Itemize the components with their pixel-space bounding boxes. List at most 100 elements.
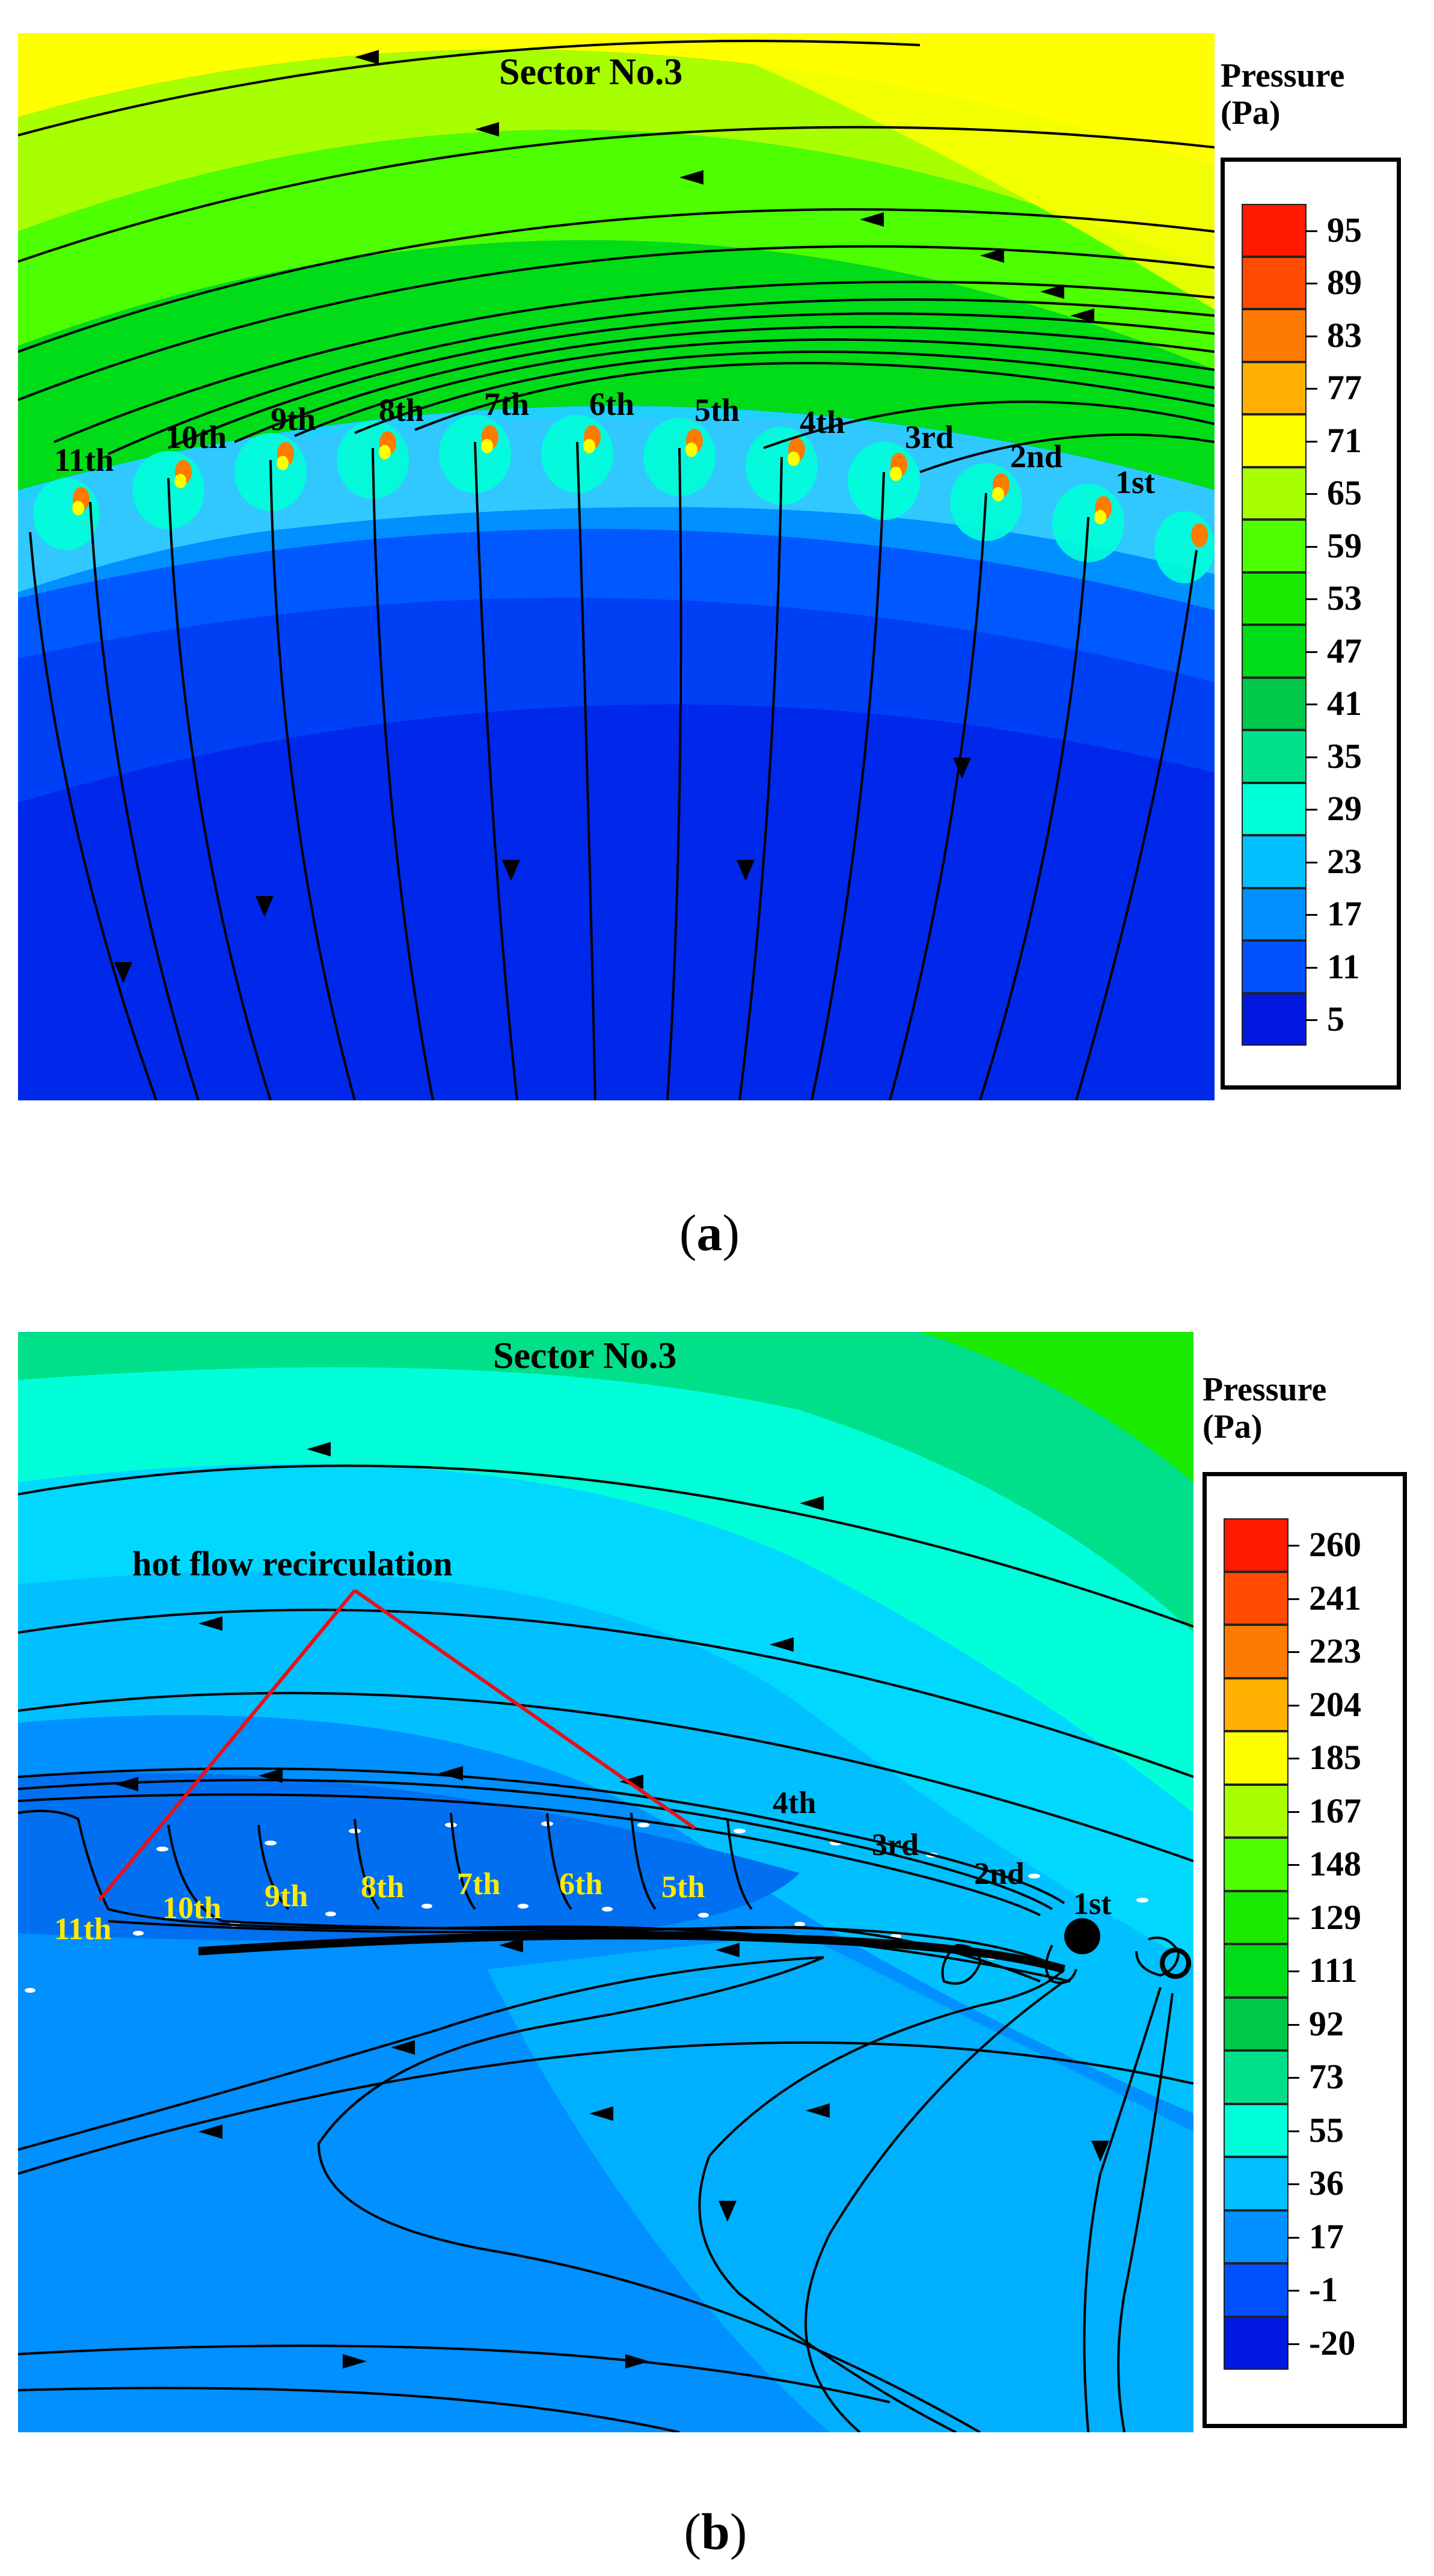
- ordinal-label: 9th: [265, 1879, 308, 1913]
- legend-level-label: 223: [1309, 1631, 1361, 1671]
- legend-swatch: [1242, 993, 1307, 1046]
- legend-level-label: 65: [1327, 473, 1362, 513]
- legend-tick: [1287, 1758, 1299, 1760]
- legend-level-label: 59: [1327, 526, 1362, 565]
- legend-swatch: [1242, 730, 1307, 783]
- legend-tick: [1287, 1970, 1299, 1973]
- legend-swatch: [1242, 467, 1307, 520]
- legend-b-title-line1: Pressure: [1203, 1371, 1327, 1408]
- legend-level-label: 83: [1327, 315, 1362, 355]
- legend-tick: [1305, 545, 1317, 548]
- legend-a-title-line1: Pressure: [1221, 57, 1345, 94]
- legend-swatch: [1224, 1944, 1288, 1998]
- ordinal-label: 4th: [773, 1786, 816, 1820]
- streamlines-b-recirc: [18, 1767, 1180, 2432]
- legend-swatch: [1224, 2157, 1288, 2210]
- legend-level-label: 47: [1327, 631, 1362, 670]
- legend-swatch: [1242, 572, 1307, 625]
- legend-tick: [1305, 598, 1317, 601]
- legend-level-label: 11: [1327, 946, 1360, 986]
- legend-swatch: [1242, 361, 1307, 414]
- legend-level-label: 129: [1309, 1897, 1361, 1937]
- ordinal-label: 5th: [694, 392, 740, 428]
- streamlines-a-arcs: [18, 40, 1215, 473]
- legend-swatch: [1242, 888, 1307, 940]
- legend-tick: [1305, 1019, 1317, 1022]
- annotation-lines-b: [97, 1589, 696, 1901]
- ordinal-label: 7th: [484, 386, 529, 422]
- legend-level-label: 260: [1309, 1525, 1361, 1565]
- legend-b-title: Pressure (Pa): [1203, 1371, 1326, 1446]
- legend-tick: [1287, 1917, 1299, 1919]
- legend-level-label: 89: [1327, 263, 1362, 302]
- annotation-hot-flow-recirculation: hot flow recirculation: [132, 1544, 453, 1583]
- legend-swatch: [1242, 204, 1307, 257]
- legend-tick: [1305, 756, 1317, 758]
- legend-level-label: 241: [1309, 1578, 1361, 1618]
- legend-tick: [1305, 230, 1317, 232]
- legend-level-label: 77: [1327, 368, 1362, 408]
- ordinal-label: 11th: [54, 1912, 111, 1946]
- legend-swatch: [1242, 677, 1307, 730]
- ordinal-label: 7th: [457, 1867, 500, 1901]
- legend-level-label: 71: [1327, 420, 1362, 460]
- streamline-bundle-b: [198, 1931, 1065, 1973]
- legend-tick: [1287, 1704, 1299, 1707]
- legend-a-title-line2: (Pa): [1221, 94, 1281, 132]
- legend-swatch: [1224, 2263, 1288, 2317]
- ordinal-label: 1st: [1115, 464, 1155, 500]
- legend-swatch: [1224, 1784, 1288, 1838]
- legend-tick: [1305, 651, 1317, 653]
- legend-tick: [1305, 704, 1317, 706]
- legend-tick: [1287, 1545, 1299, 1547]
- ordinal-label: 4th: [800, 404, 845, 440]
- legend-level-label: 55: [1309, 2110, 1344, 2150]
- ordinal-label: 5th: [661, 1870, 705, 1904]
- legend-tick: [1287, 2130, 1299, 2132]
- legend-level-label: 73: [1309, 2057, 1344, 2097]
- streamline-arrows-a: [114, 50, 1094, 983]
- legend-swatch: [1242, 256, 1307, 309]
- legend-tick: [1287, 2343, 1299, 2345]
- legend-level-label: 204: [1309, 1684, 1361, 1724]
- ordinal-label: 10th: [162, 1891, 221, 1925]
- caption-b-letter: b: [701, 2503, 730, 2560]
- legend-swatch: [1224, 2050, 1288, 2104]
- legend-level-label: 92: [1309, 2004, 1344, 2043]
- legend-swatch: [1224, 1731, 1288, 1785]
- legend-level-label: 41: [1327, 684, 1362, 723]
- legend-level-label: 148: [1309, 1844, 1361, 1884]
- legend-level-label: 5: [1327, 999, 1344, 1039]
- ordinal-label: 6th: [589, 386, 634, 422]
- legend-level-label: 17: [1309, 2216, 1344, 2256]
- legend-swatch: [1224, 1678, 1288, 1731]
- legend-swatch: [1224, 1625, 1288, 1678]
- legend-level-label: 36: [1309, 2164, 1344, 2203]
- legend-tick: [1287, 1864, 1299, 1866]
- legend-tick: [1305, 388, 1317, 390]
- legend-tick: [1287, 2077, 1299, 2079]
- legend-level-label: 35: [1327, 736, 1362, 776]
- legend-b-title-line2: (Pa): [1203, 1408, 1263, 1446]
- legend-swatch: [1242, 940, 1307, 993]
- ordinal-label: 9th: [271, 401, 316, 437]
- legend-swatch: [1242, 835, 1307, 888]
- ordinal-label: 8th: [379, 392, 424, 428]
- legend-level-label: 29: [1327, 789, 1362, 829]
- ordinal-label: 3rd: [872, 1828, 919, 1862]
- panel-a-contour-plot: Sector No.3 11th 10th 9th 8th 7th 6th 5t…: [18, 33, 1215, 1100]
- ordinal-label: 8th: [361, 1870, 404, 1904]
- legend-a-colorbar: 95 89 83 77 71 65 59 53 47 41 35 29 23 17 11 5: [1221, 158, 1401, 1090]
- legend-level-label: 185: [1309, 1738, 1361, 1777]
- legend-tick: [1287, 1651, 1299, 1654]
- legend-level-label: 23: [1327, 841, 1362, 881]
- legend-swatch: [1224, 2103, 1288, 2157]
- vortex-edge-b: [1160, 1948, 1191, 1979]
- legend-level-label: 111: [1309, 1951, 1358, 1990]
- streamline-arrows-b: [114, 1442, 1109, 2369]
- caption-a-letter: a: [696, 1204, 723, 1262]
- legend-tick: [1305, 914, 1317, 916]
- legend-tick: [1287, 1598, 1299, 1600]
- panel-b-svg: hot flow recirculation Sector No.3 11th …: [18, 1332, 1193, 2432]
- ordinal-label: 11th: [54, 442, 114, 478]
